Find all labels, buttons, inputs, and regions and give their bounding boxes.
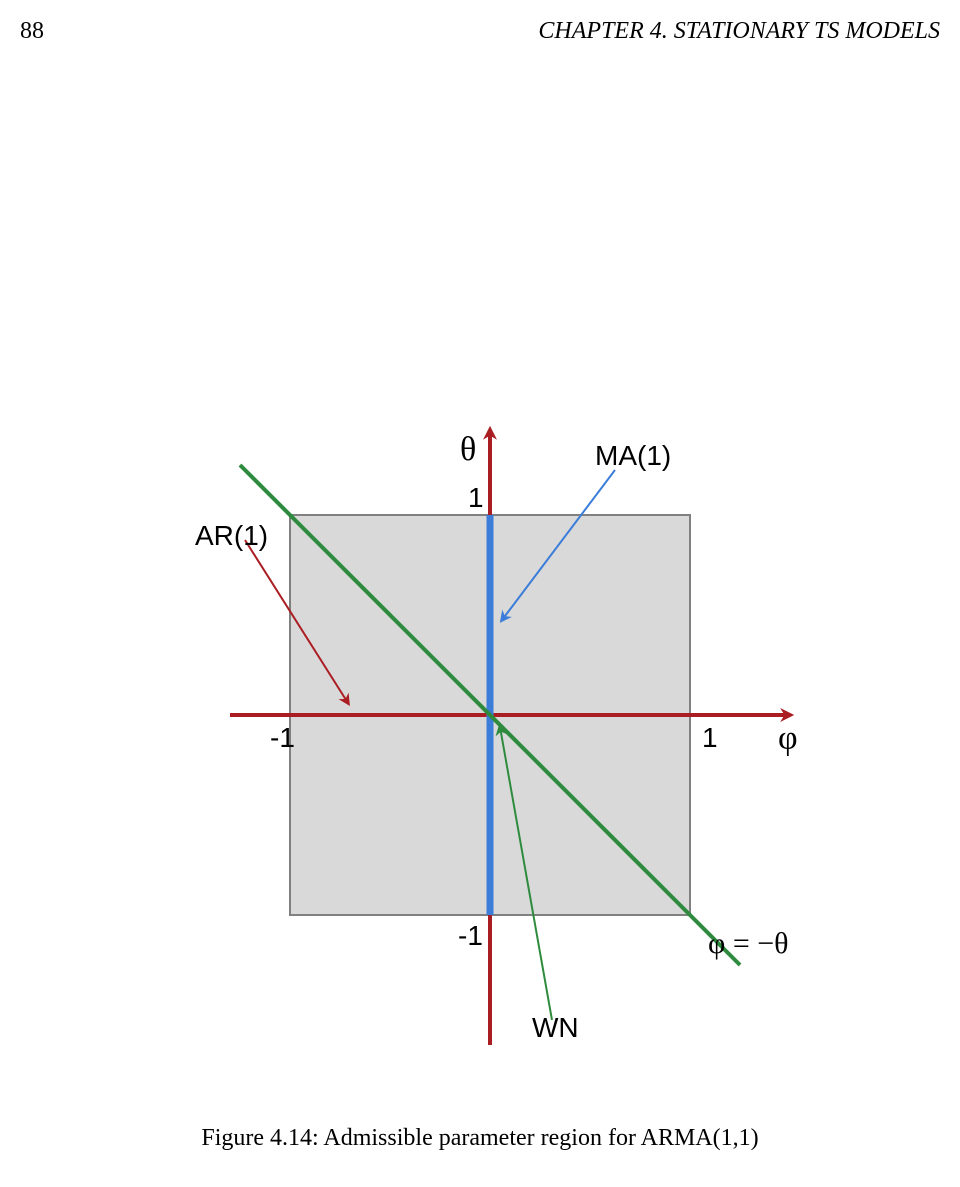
svg-text:WN: WN	[532, 1012, 579, 1043]
figure-4-14: θ 1 -1 1 φ -1 φ = −θ AR(1) MA(1) WN	[150, 355, 810, 1095]
svg-text:φ = −θ: φ = −θ	[708, 927, 789, 960]
chapter-title: CHAPTER 4. STATIONARY TS MODELS	[538, 18, 940, 45]
svg-text:1: 1	[468, 482, 484, 513]
page-number: 88	[20, 18, 44, 45]
svg-text:θ: θ	[460, 431, 476, 468]
arma-parameter-diagram: θ 1 -1 1 φ -1 φ = −θ AR(1) MA(1) WN	[150, 355, 810, 1095]
svg-text:MA(1): MA(1)	[595, 440, 671, 471]
figure-caption: Figure 4.14: Admissible parameter region…	[0, 1125, 960, 1152]
svg-text:φ: φ	[778, 720, 798, 757]
svg-text:-1: -1	[270, 722, 295, 753]
svg-text:1: 1	[702, 722, 718, 753]
svg-text:-1: -1	[458, 920, 483, 951]
svg-text:AR(1): AR(1)	[195, 520, 268, 551]
